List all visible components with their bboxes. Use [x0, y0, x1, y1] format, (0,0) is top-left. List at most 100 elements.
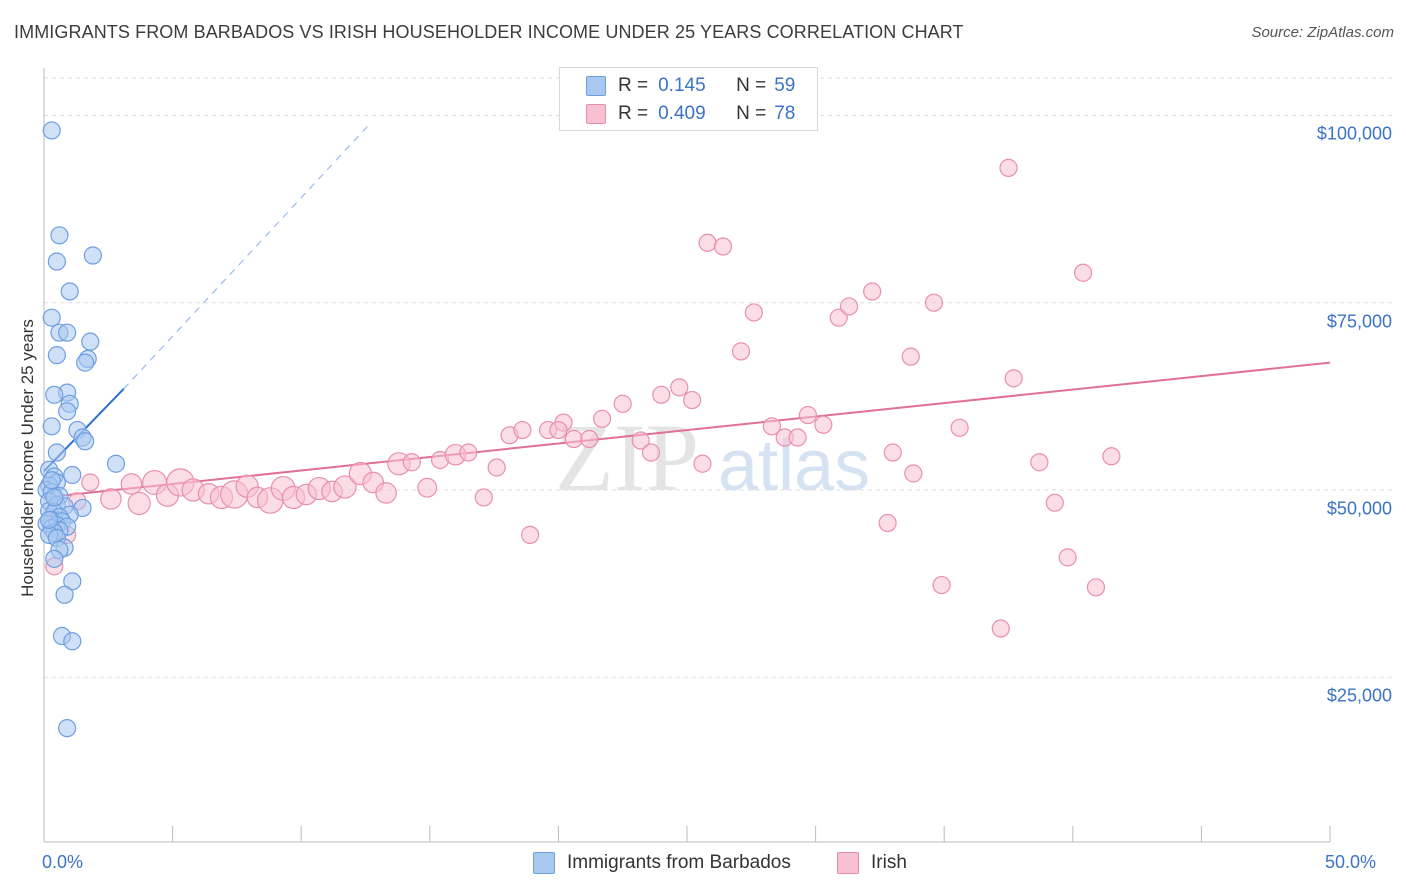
legend-r-label: R = [618, 103, 649, 124]
x-tick-label-left: 0.0% [42, 852, 84, 872]
point-irish [798, 405, 817, 425]
point-irish [731, 342, 751, 361]
point-irish [120, 473, 143, 495]
point-barbados [81, 332, 100, 351]
point-barbados [42, 417, 61, 436]
point-irish [904, 464, 923, 483]
point-irish [613, 394, 632, 413]
point-barbados [63, 632, 82, 651]
point-barbados [47, 443, 66, 462]
point-barbados [45, 549, 64, 568]
point-irish [950, 418, 969, 437]
point-barbados [45, 385, 64, 404]
watermark-zip: ZIP [555, 404, 699, 511]
point-barbados [55, 585, 74, 604]
point-irish [1045, 493, 1064, 512]
bottom-legend-barbados[interactable]: Immigrants from Barbados [533, 852, 791, 874]
point-barbados [58, 719, 77, 738]
point-irish [375, 482, 397, 504]
point-irish [1102, 447, 1121, 466]
x-tick-label-right: 50.0% [1325, 852, 1377, 872]
point-irish [788, 428, 807, 447]
point-irish [459, 443, 478, 462]
chart-source: Source: ZipAtlas.com [1251, 24, 1394, 41]
bottom-legend-swatch-barbados [533, 852, 555, 874]
point-irish [652, 385, 671, 404]
point-barbados [42, 308, 61, 327]
trend-line-irish [43, 361, 1331, 499]
point-irish [1058, 548, 1077, 567]
bottom-legend-label-irish: Irish [871, 852, 907, 873]
y-tick-label: $75,000 [1326, 311, 1392, 332]
point-irish [839, 297, 859, 316]
point-barbados [63, 465, 82, 485]
point-barbados [47, 252, 66, 271]
point-barbados [58, 402, 77, 421]
legend-row-irish: R = 0.409 N = 78 [618, 102, 795, 126]
y-tick-label: $100,000 [1316, 123, 1392, 144]
point-irish [762, 417, 781, 436]
point-barbados [60, 282, 79, 301]
point-irish [670, 378, 689, 397]
point-barbados [76, 432, 95, 451]
point-irish [829, 308, 848, 327]
point-irish [564, 429, 583, 449]
legend-n-value: 59 [774, 75, 796, 96]
point-irish [333, 475, 357, 499]
point-irish [521, 525, 540, 545]
point-irish [1030, 453, 1049, 472]
point-irish [127, 491, 151, 516]
point-irish [883, 443, 902, 462]
point-irish [693, 454, 712, 473]
point-irish [549, 420, 568, 440]
point-irish [487, 458, 506, 477]
point-irish [593, 409, 612, 428]
point-barbados [76, 353, 95, 372]
legend-r-label: R = [618, 75, 649, 96]
point-barbados [47, 346, 66, 365]
data-points [37, 121, 1121, 738]
point-barbados [45, 488, 64, 507]
y-tick-label: $25,000 [1326, 685, 1392, 706]
legend-n-label: N = [736, 103, 767, 124]
legend-r-value: 0.145 [658, 75, 706, 96]
correlation-legend: R = 0.145 N = 59 R = 0.409 N = 78 [559, 67, 818, 131]
legend-n-value: 78 [774, 103, 796, 124]
point-irish [1086, 578, 1106, 597]
point-irish [683, 390, 702, 410]
point-irish [1073, 263, 1093, 282]
point-irish [402, 453, 421, 472]
point-irish [991, 619, 1010, 638]
axes [43, 68, 1331, 843]
point-barbados [83, 246, 102, 265]
bottom-legend-swatch-irish [837, 852, 859, 874]
point-irish [698, 233, 717, 252]
point-irish [100, 488, 122, 510]
point-irish [1004, 369, 1023, 388]
point-irish [932, 575, 951, 595]
point-irish [474, 488, 493, 507]
point-irish [641, 443, 661, 462]
bottom-legend-irish[interactable]: Irish [837, 852, 907, 874]
legend-r-value: 0.409 [658, 103, 706, 124]
point-barbados [106, 454, 126, 473]
point-barbados [50, 226, 69, 245]
point-irish [924, 293, 944, 312]
point-irish [999, 158, 1018, 177]
trend-line-barbados-extension [123, 122, 372, 390]
chart-title: IMMIGRANTS FROM BARBADOS VS IRISH HOUSEH… [14, 22, 964, 42]
point-irish [901, 347, 920, 366]
point-irish [417, 477, 438, 498]
legend-swatch-irish [586, 104, 606, 124]
point-irish [863, 282, 882, 301]
point-irish [744, 303, 763, 322]
point-barbados [58, 323, 77, 342]
point-irish [878, 513, 897, 533]
point-irish [631, 431, 650, 450]
point-irish [513, 420, 532, 440]
point-barbados [40, 510, 59, 530]
legend-row-barbados: R = 0.145 N = 59 [618, 74, 795, 98]
legend-n-label: N = [736, 75, 767, 96]
point-barbados [42, 471, 61, 490]
